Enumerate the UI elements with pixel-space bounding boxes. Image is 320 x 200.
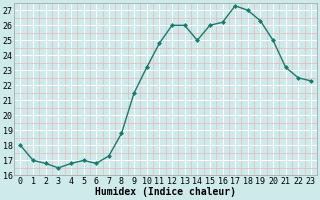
X-axis label: Humidex (Indice chaleur): Humidex (Indice chaleur) — [95, 187, 236, 197]
